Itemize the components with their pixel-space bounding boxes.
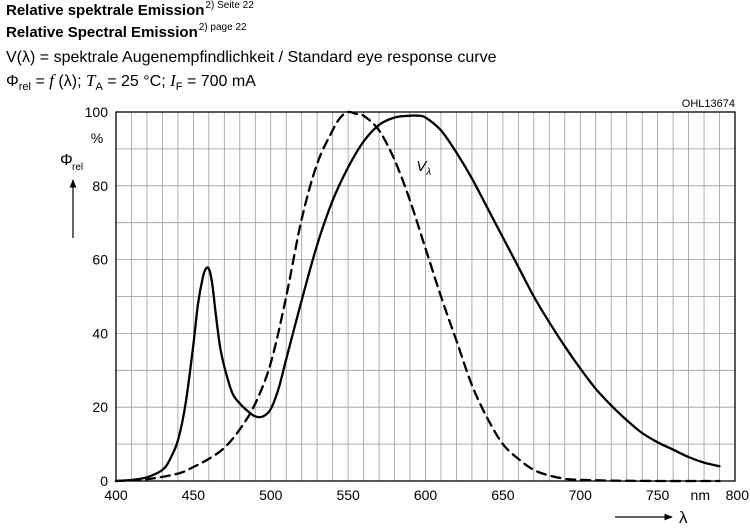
- x-tick-label: 550: [336, 487, 360, 503]
- conditions-line: Φrel = f (λ); TA = 25 °C; IF = 700 mA: [6, 71, 256, 93]
- eye-response-curve: [114, 110, 721, 483]
- eq-text: =: [31, 73, 50, 90]
- x-tick-label: 800: [726, 487, 750, 503]
- y-axis-subscript: rel: [72, 162, 83, 173]
- tick-labels: 400 450 500 550 600 650 700 750 800 0 20 40 60 80 100: [85, 104, 750, 503]
- x-tick-label: 600: [414, 487, 438, 503]
- eye-response-legend: V(λ) = spektrale Augenempfindlichkeit / …: [6, 49, 497, 66]
- emission-curve: [114, 114, 721, 483]
- x-tick-label: 750: [646, 487, 670, 503]
- x-tick-label: 700: [569, 487, 593, 503]
- x-tick-label: 400: [104, 487, 128, 503]
- curve-label-subscript: λ: [425, 167, 431, 178]
- y-tick-label: 0: [100, 473, 108, 489]
- x-axis-symbol: λ: [679, 508, 688, 527]
- chart-grid: [116, 112, 735, 481]
- lambda-text: (λ);: [53, 73, 86, 90]
- title-german-footnote: 2) Seite 22: [205, 0, 254, 11]
- title-german: Relative spektrale Emission2) Seite 22: [6, 0, 254, 19]
- title-english-text: Relative Spectral Emission: [6, 24, 198, 41]
- y-tick-label: 100: [85, 104, 109, 120]
- y-unit-label: %: [91, 130, 103, 146]
- current-value: = 700 mA: [182, 73, 256, 90]
- plot-frame: [115, 111, 736, 482]
- i-symbol: I: [170, 71, 176, 90]
- title-english-footnote: 2) page 22: [198, 22, 247, 33]
- x-tick-label: 450: [182, 487, 206, 503]
- x-unit-label: nm: [691, 487, 710, 503]
- temperature-value: = 25 °C;: [102, 73, 171, 90]
- phi-subscript: rel: [18, 81, 31, 93]
- phi-symbol: Φ: [6, 73, 19, 90]
- curve-label-v: V: [416, 158, 428, 175]
- figure-code: OHL13674: [682, 98, 735, 110]
- x-tick-label: 500: [259, 487, 283, 503]
- y-tick-label: 20: [92, 399, 108, 415]
- y-tick-label: 60: [92, 252, 108, 268]
- y-tick-label: 80: [92, 178, 108, 194]
- y-axis-symbol: Φ: [60, 152, 73, 169]
- i-subscript: F: [175, 81, 183, 93]
- title-german-text: Relative spektrale Emission: [6, 2, 205, 19]
- f-symbol: f: [49, 71, 54, 90]
- t-subscript: A: [95, 81, 103, 93]
- title-english: Relative Spectral Emission2) page 22: [6, 22, 247, 41]
- x-tick-label: 650: [491, 487, 515, 503]
- t-symbol: T: [85, 71, 96, 90]
- y-tick-label: 40: [92, 325, 108, 341]
- chart-curves: [114, 110, 721, 483]
